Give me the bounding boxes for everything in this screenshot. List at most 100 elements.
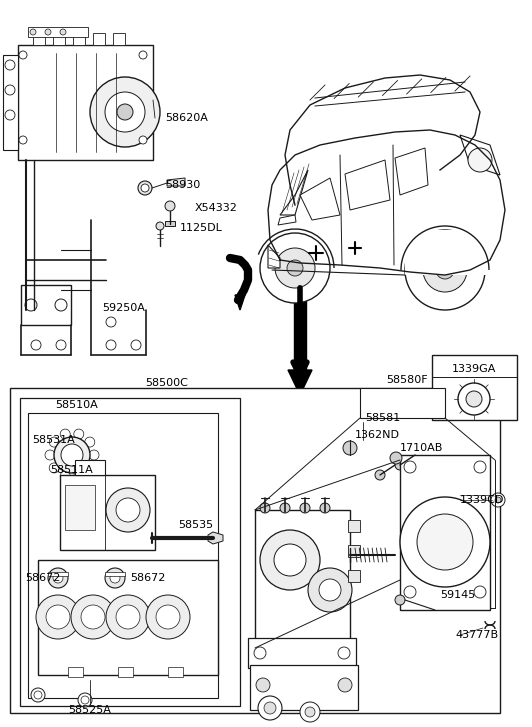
- Circle shape: [31, 688, 45, 702]
- Circle shape: [74, 471, 84, 481]
- Bar: [113, 33, 125, 45]
- Circle shape: [436, 261, 454, 279]
- Circle shape: [258, 696, 282, 720]
- Circle shape: [156, 605, 180, 629]
- Circle shape: [71, 595, 115, 639]
- Circle shape: [90, 77, 160, 147]
- Bar: [105, 572, 125, 576]
- Bar: [48, 572, 68, 576]
- Circle shape: [5, 110, 15, 120]
- Circle shape: [116, 605, 140, 629]
- Circle shape: [25, 299, 37, 311]
- Circle shape: [19, 136, 27, 144]
- Text: 1339CD: 1339CD: [460, 495, 504, 505]
- Circle shape: [56, 340, 66, 350]
- Text: 58525A: 58525A: [69, 705, 111, 715]
- Circle shape: [61, 444, 83, 466]
- Circle shape: [81, 605, 105, 629]
- Circle shape: [468, 148, 492, 172]
- Text: X54332: X54332: [195, 203, 238, 213]
- Circle shape: [338, 647, 350, 659]
- Circle shape: [466, 391, 482, 407]
- Bar: [248, 638, 356, 668]
- Text: 59250A: 59250A: [102, 303, 145, 313]
- Circle shape: [54, 437, 90, 473]
- Circle shape: [106, 340, 116, 350]
- Circle shape: [5, 60, 15, 70]
- Circle shape: [55, 299, 67, 311]
- Polygon shape: [294, 285, 306, 375]
- Circle shape: [319, 579, 341, 601]
- Circle shape: [106, 595, 150, 639]
- Circle shape: [405, 230, 485, 310]
- Circle shape: [474, 586, 486, 598]
- Polygon shape: [268, 245, 280, 268]
- Text: 59145: 59145: [440, 590, 475, 600]
- Circle shape: [300, 702, 320, 722]
- Circle shape: [36, 595, 80, 639]
- Bar: [38, 560, 218, 675]
- Circle shape: [30, 29, 36, 35]
- Text: 58930: 58930: [165, 180, 200, 190]
- Text: 58510A: 58510A: [55, 400, 98, 410]
- Polygon shape: [288, 370, 312, 395]
- Bar: [400, 455, 490, 610]
- Bar: [65, 485, 95, 530]
- Circle shape: [139, 136, 147, 144]
- Circle shape: [156, 222, 164, 230]
- Circle shape: [338, 678, 352, 692]
- Circle shape: [131, 340, 141, 350]
- Text: 1710AB: 1710AB: [400, 443, 443, 453]
- Circle shape: [280, 503, 290, 513]
- Text: 43777B: 43777B: [455, 630, 498, 640]
- Circle shape: [5, 85, 15, 95]
- Circle shape: [390, 452, 402, 464]
- Text: 1125DL: 1125DL: [180, 223, 223, 233]
- Circle shape: [60, 471, 70, 481]
- Polygon shape: [235, 295, 245, 310]
- Circle shape: [375, 470, 385, 480]
- Text: 58620A: 58620A: [165, 113, 208, 123]
- Circle shape: [106, 317, 116, 327]
- Circle shape: [256, 678, 270, 692]
- Circle shape: [308, 568, 352, 612]
- Polygon shape: [460, 135, 500, 175]
- Text: 1339GA: 1339GA: [452, 364, 496, 374]
- Bar: [20, 398, 240, 706]
- Bar: [405, 230, 495, 275]
- Text: 58511A: 58511A: [50, 465, 93, 475]
- Text: 58531A: 58531A: [32, 435, 75, 445]
- Bar: [255, 510, 350, 640]
- Polygon shape: [208, 532, 223, 544]
- Polygon shape: [167, 178, 185, 186]
- Circle shape: [46, 605, 70, 629]
- Text: 58500C: 58500C: [145, 378, 188, 388]
- Text: 58672: 58672: [130, 573, 165, 583]
- Bar: [73, 33, 85, 45]
- Circle shape: [287, 260, 303, 276]
- Circle shape: [49, 437, 59, 447]
- Circle shape: [85, 437, 95, 447]
- Circle shape: [491, 493, 505, 507]
- Text: 58581: 58581: [365, 413, 400, 423]
- Polygon shape: [278, 215, 296, 225]
- Circle shape: [60, 29, 66, 35]
- Circle shape: [260, 233, 330, 303]
- Circle shape: [404, 586, 416, 598]
- Bar: [250, 665, 358, 710]
- Bar: [10, 388, 500, 713]
- Bar: [348, 545, 360, 557]
- Bar: [28, 413, 218, 698]
- Bar: [28, 27, 88, 37]
- Bar: [432, 355, 517, 420]
- Circle shape: [400, 497, 490, 587]
- Circle shape: [106, 488, 150, 532]
- Bar: [348, 520, 360, 532]
- Circle shape: [495, 497, 501, 503]
- Circle shape: [45, 29, 51, 35]
- Circle shape: [60, 429, 70, 439]
- Circle shape: [85, 463, 95, 473]
- Circle shape: [34, 691, 42, 699]
- Circle shape: [260, 530, 320, 590]
- Circle shape: [78, 693, 92, 707]
